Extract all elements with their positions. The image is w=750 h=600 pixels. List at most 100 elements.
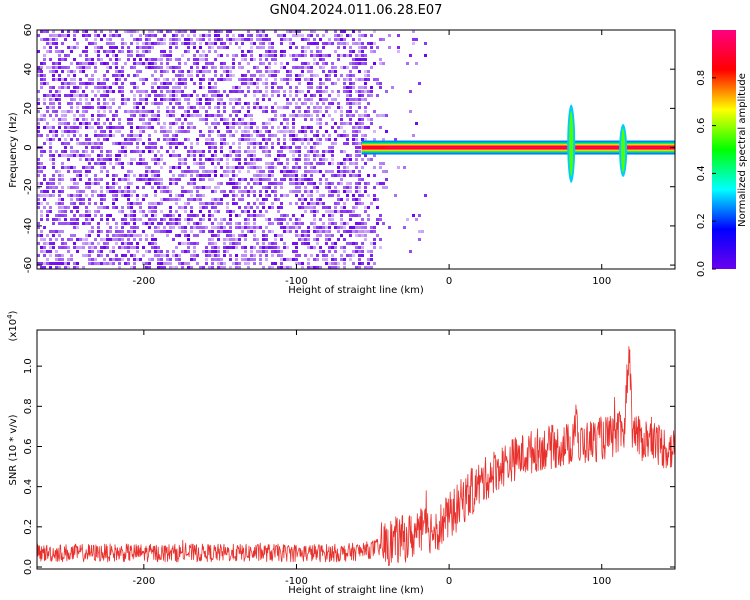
noise-cell: [271, 94, 274, 97]
noise-cell: [175, 90, 178, 93]
noise-cell: [241, 246, 244, 249]
noise-cell: [91, 58, 94, 61]
noise-cell: [127, 222, 130, 225]
noise-cell: [256, 206, 259, 209]
noise-cell: [340, 206, 343, 209]
noise-cell: [238, 190, 241, 193]
noise-cell: [106, 262, 109, 265]
noise-cell: [79, 134, 82, 137]
noise-cell: [85, 166, 88, 169]
noise-cell: [58, 234, 61, 237]
noise-cell: [325, 62, 328, 65]
noise-cell: [316, 42, 319, 45]
noise-cell: [43, 238, 46, 241]
noise-cell: [184, 162, 187, 165]
noise-cell: [151, 174, 154, 177]
noise-cell: [157, 106, 160, 109]
noise-cell: [355, 66, 358, 69]
noise-cell: [115, 54, 118, 57]
noise-cell: [73, 78, 76, 81]
noise-cell: [40, 70, 43, 73]
noise-cell: [151, 202, 154, 205]
noise-cell: [367, 250, 370, 253]
noise-cell: [253, 202, 256, 205]
noise-cell: [172, 34, 175, 37]
noise-cell: [82, 214, 85, 217]
noise-cell: [61, 34, 64, 37]
noise-cell: [292, 42, 295, 45]
noise-cell: [115, 46, 118, 49]
noise-cell: [97, 106, 100, 109]
noise-cell: [151, 142, 154, 145]
noise-cell: [286, 130, 289, 133]
noise-cell: [88, 78, 91, 81]
noise-cell: [319, 94, 322, 97]
noise-cell: [214, 170, 217, 173]
noise-cell: [133, 190, 136, 193]
noise-cell: [352, 126, 355, 129]
noise-cell: [166, 98, 169, 101]
noise-cell: [97, 114, 100, 117]
noise-cell: [136, 110, 139, 113]
noise-cell: [370, 66, 373, 69]
noise-cell: [295, 222, 298, 225]
noise-cell: [337, 166, 340, 169]
noise-cell: [187, 42, 190, 45]
noise-cell: [289, 230, 292, 233]
noise-cell: [325, 150, 328, 153]
noise-cell: [262, 146, 265, 149]
noise-cell: [97, 58, 100, 61]
noise-cell: [187, 122, 190, 125]
noise-cell: [346, 254, 349, 257]
noise-cell: [247, 134, 250, 137]
noise-cell: [283, 194, 286, 197]
noise-cell: [274, 62, 277, 65]
noise-cell: [361, 50, 364, 53]
noise-cell: [271, 74, 274, 77]
noise-cell: [307, 126, 310, 129]
noise-cell: [235, 226, 238, 229]
noise-cell: [325, 138, 328, 141]
noise-cell: [52, 234, 55, 237]
noise-cell: [196, 254, 199, 257]
noise-cell: [307, 34, 310, 37]
noise-cell: [370, 94, 373, 97]
snr-multiplier-close: ): [8, 310, 19, 314]
noise-cell: [343, 190, 346, 193]
noise-cell: [127, 198, 130, 201]
noise-cell: [352, 162, 355, 165]
noise-cell: [268, 42, 271, 45]
noise-cell: [163, 226, 166, 229]
noise-cell: [193, 82, 196, 85]
noise-cell: [187, 150, 190, 153]
noise-cell: [196, 94, 199, 97]
noise-cell: [43, 126, 46, 129]
noise-cell: [52, 38, 55, 41]
noise-cell: [298, 206, 301, 209]
noise-cell: [211, 190, 214, 193]
snr-line: [36, 346, 676, 566]
noise-cell: [178, 234, 181, 237]
noise-cell: [214, 242, 217, 245]
noise-cell: [208, 202, 211, 205]
noise-cell: [52, 246, 55, 249]
noise-cell: [109, 238, 112, 241]
noise-cell: [304, 154, 307, 157]
noise-cell: [193, 54, 196, 57]
noise-cell: [385, 90, 388, 93]
noise-cell: [316, 134, 319, 137]
noise-cell: [94, 210, 97, 213]
noise-cell: [61, 178, 64, 181]
noise-cell: [169, 190, 172, 193]
noise-cell: [256, 170, 259, 173]
noise-cell: [64, 246, 67, 249]
noise-cell: [151, 42, 154, 45]
noise-cell: [190, 258, 193, 261]
noise-cell: [244, 246, 247, 249]
noise-cell: [58, 182, 61, 185]
noise-cell: [184, 158, 187, 161]
noise-cell: [223, 242, 226, 245]
noise-cell: [64, 166, 67, 169]
noise-cell: [259, 130, 262, 133]
noise-cell: [337, 90, 340, 93]
